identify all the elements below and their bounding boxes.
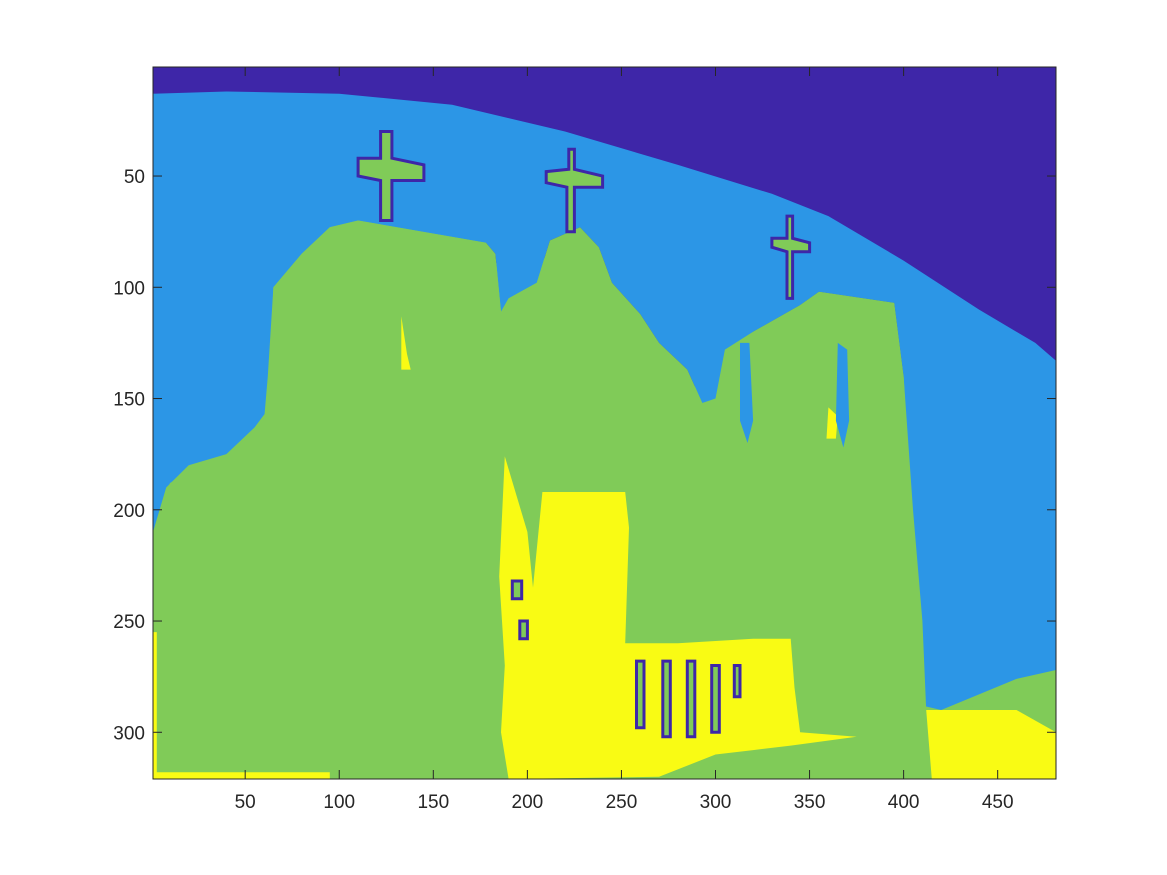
region-doorway-post-5 — [732, 664, 742, 699]
region-doorway-post-2 — [661, 659, 672, 739]
region-doorway-blob-2 — [518, 619, 529, 641]
y-axis: 50 100 150 200 250 300 — [113, 167, 1056, 744]
y-tick-label: 300 — [113, 723, 145, 744]
x-tick-label: 400 — [888, 792, 920, 813]
y-tick-label: 150 — [113, 390, 145, 411]
region-cross-center — [544, 147, 605, 234]
region-doorway-post-4 — [710, 664, 721, 734]
region-bright-doorway — [499, 456, 857, 779]
region-bright-spot-tower — [826, 407, 838, 439]
x-tick-label: 50 — [235, 792, 256, 813]
x-tick-label: 450 — [982, 792, 1014, 813]
region-bright-spot-left — [401, 316, 411, 370]
axes-box — [152, 66, 1057, 780]
x-tick-label: 150 — [417, 792, 449, 813]
plot-area — [153, 67, 1056, 779]
region-cross-right — [770, 214, 812, 300]
region-cross-left — [356, 130, 426, 222]
x-tick-label: 100 — [323, 792, 355, 813]
x-tick-label: 250 — [606, 792, 638, 813]
region-doorway-post-1 — [635, 659, 646, 730]
region-doorway-post-3 — [685, 659, 697, 739]
region-tower-slit-left — [740, 342, 754, 443]
y-tick-label: 100 — [113, 278, 145, 299]
region-tower-slit-right — [835, 342, 850, 448]
x-tick-label: 300 — [700, 792, 732, 813]
y-tick-label: 200 — [113, 501, 145, 522]
y-tick-label: 50 — [124, 167, 145, 188]
y-tick-label: 250 — [113, 612, 145, 633]
region-bright-ground-right — [926, 710, 1056, 779]
region-doorway-blob-1 — [510, 579, 524, 601]
x-tick-label: 200 — [512, 792, 544, 813]
x-axis: 50 100 150 200 250 300 350 400 450 — [235, 67, 1014, 813]
region-lower-sky — [153, 91, 1056, 710]
x-tick-label: 350 — [794, 792, 826, 813]
